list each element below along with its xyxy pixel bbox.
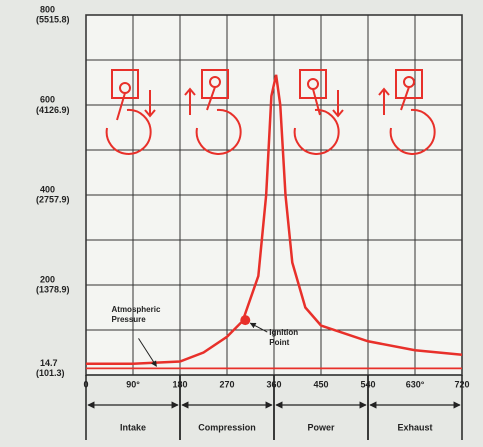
y-tick-label: 400 xyxy=(40,184,55,194)
annotation-arrow xyxy=(138,338,157,367)
y2-tick-label: (101.3) xyxy=(36,368,65,378)
phase-label: Exhaust xyxy=(397,422,432,432)
y-tick-label: 600 xyxy=(40,94,55,104)
annotation-arrow xyxy=(249,322,268,333)
y-tick-label: 800 xyxy=(40,4,55,14)
y2-tick-label: (4126.9) xyxy=(36,105,70,115)
x-tick-label: 90° xyxy=(126,379,140,389)
phase-label: Intake xyxy=(120,422,146,432)
y2-tick-label: (2757.9) xyxy=(36,194,70,204)
ignition-point xyxy=(240,315,251,326)
y2-tick-label: (5515.8) xyxy=(36,14,70,24)
phase-label: Compression xyxy=(198,422,256,432)
data-line xyxy=(86,74,463,365)
x-tick-label: 630° xyxy=(406,379,425,389)
y-tick-label: 14.7 xyxy=(40,358,58,368)
y-tick-label: 200 xyxy=(40,274,55,284)
annotation: Ignition Point xyxy=(269,328,299,348)
x-tick-label: 450 xyxy=(313,379,328,389)
phase-label: Power xyxy=(307,422,335,432)
annotation: Atmospheric Pressure xyxy=(111,305,161,325)
piston-icons xyxy=(105,69,436,155)
x-tick-label: 270 xyxy=(219,379,234,389)
y2-tick-label: (1378.9) xyxy=(36,284,70,294)
